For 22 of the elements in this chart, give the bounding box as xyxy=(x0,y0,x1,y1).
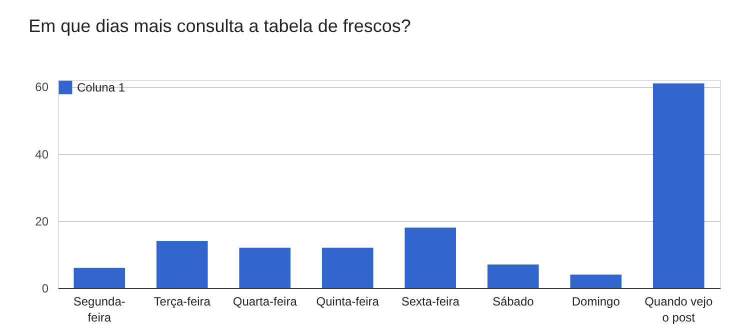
x-tick-label: Domingo xyxy=(572,294,620,308)
x-tick-label: Quinta-feira xyxy=(316,294,380,308)
chart-title: Em que dias mais consulta a tabela de frescos? xyxy=(28,16,411,36)
x-tick-label: Sábado xyxy=(492,294,534,308)
bar xyxy=(239,248,291,288)
x-tick-label: Quando vejo o post xyxy=(644,294,713,324)
bar xyxy=(487,264,539,288)
x-tick-label: Quarta-feira xyxy=(232,294,298,308)
x-tick-label: Terça-feira xyxy=(154,294,211,308)
bar xyxy=(652,83,704,288)
bar xyxy=(570,274,622,288)
x-tick-label: Segunda-feira xyxy=(73,294,126,324)
y-tick-label: 40 xyxy=(35,147,49,162)
y-tick-label: 20 xyxy=(35,214,49,228)
bar xyxy=(404,228,456,288)
y-tick-label: 60 xyxy=(35,80,49,94)
bar xyxy=(322,248,374,288)
bar xyxy=(74,268,126,288)
x-tick-label: Sexta-feira xyxy=(401,294,460,308)
legend-label: Coluna 1 xyxy=(77,80,126,94)
y-tick-label: 0 xyxy=(42,282,49,296)
bar xyxy=(156,241,208,288)
